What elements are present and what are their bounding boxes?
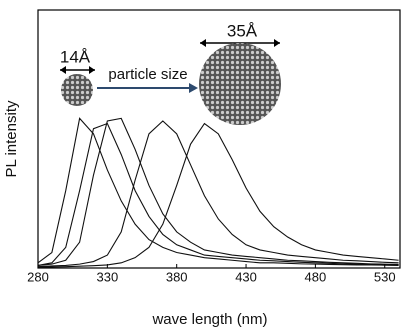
data-line bbox=[38, 124, 399, 266]
annotation: 14Å bbox=[60, 47, 91, 66]
x-axis-label: wave length (nm) bbox=[151, 311, 267, 328]
x-tick-label: 380 bbox=[166, 269, 188, 284]
x-tick-label: 430 bbox=[235, 269, 257, 284]
plot-frame bbox=[38, 10, 400, 268]
x-tick-label: 480 bbox=[305, 269, 327, 284]
data-line bbox=[38, 118, 399, 265]
x-tick-label: 280 bbox=[27, 269, 49, 284]
x-tick-label: 330 bbox=[96, 269, 118, 284]
annotation: particle size bbox=[108, 66, 187, 83]
x-tick-label: 530 bbox=[374, 269, 396, 284]
arrow-head bbox=[189, 83, 198, 93]
annotation: 35Å bbox=[227, 21, 258, 40]
chart: PL intensity wave length (nm) 14Å partic… bbox=[0, 0, 401, 328]
data-line bbox=[38, 121, 399, 267]
particle-image bbox=[199, 43, 281, 125]
data-line bbox=[38, 118, 399, 265]
data-line bbox=[38, 124, 399, 268]
particle-image bbox=[61, 74, 93, 106]
y-axis-label: PL intensity bbox=[3, 100, 20, 177]
